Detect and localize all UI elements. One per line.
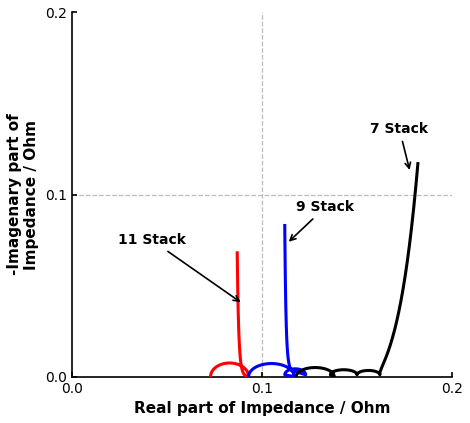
Text: 11 Stack: 11 Stack — [118, 233, 239, 301]
Y-axis label: -Imagenary part of
Impedance / Ohm: -Imagenary part of Impedance / Ohm — [7, 114, 39, 275]
Text: 7 Stack: 7 Stack — [370, 122, 428, 168]
Text: 9 Stack: 9 Stack — [290, 200, 354, 241]
X-axis label: Real part of Impedance / Ohm: Real part of Impedance / Ohm — [133, 401, 390, 416]
